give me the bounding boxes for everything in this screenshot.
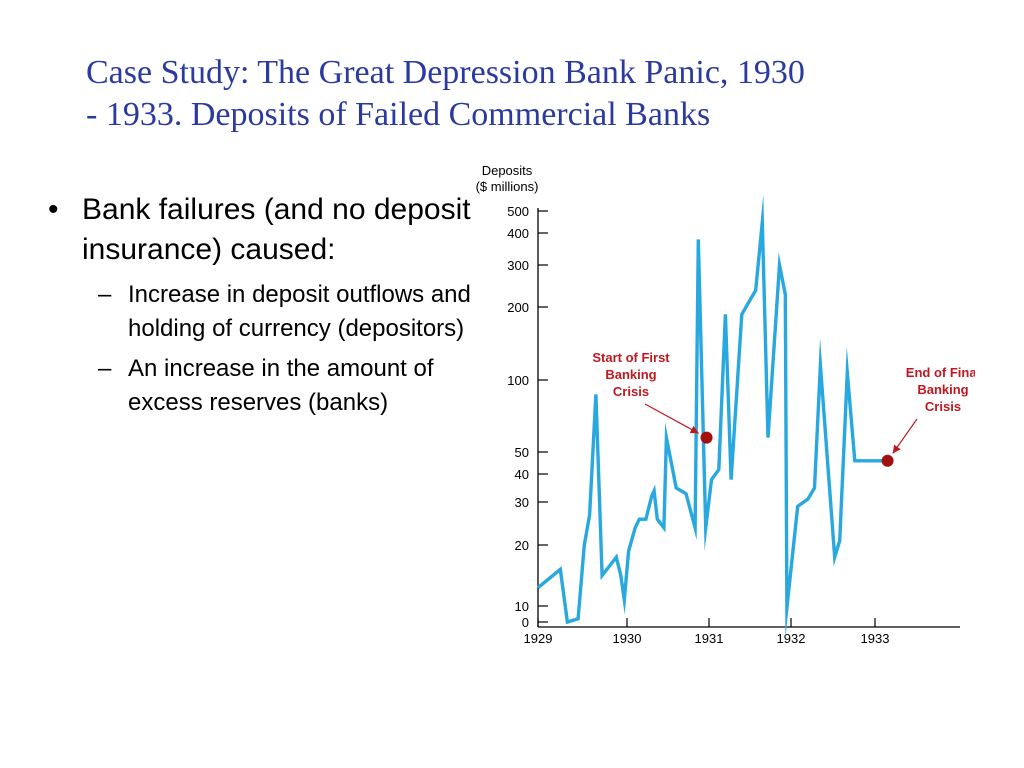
bullet-list: • Bank failures (and no deposit insuranc…	[42, 190, 472, 426]
annotation-arrowhead-2	[892, 444, 901, 454]
y-tick-label: 0	[522, 615, 529, 630]
bullet-dot: •	[48, 193, 59, 226]
annotation-label-1: Banking	[605, 367, 656, 382]
sub-bullet-dash: –	[98, 281, 112, 308]
x-tick-label: 1932	[777, 631, 806, 646]
x-tick-label: 1929	[524, 631, 553, 646]
y-tick-label: 500	[507, 204, 529, 219]
annotation-arrowhead-1	[689, 425, 699, 434]
y-tick-label: 20	[515, 538, 529, 553]
sub-bullet-list: – Increase in deposit outflows and holdi…	[82, 278, 472, 420]
annotation-label-2: Banking	[917, 382, 968, 397]
annotation-label-1: Crisis	[613, 384, 649, 399]
sub-bullet-item: – An increase in the amount of excess re…	[82, 352, 472, 420]
annotation-marker-2	[881, 454, 894, 467]
annotation-label-2: End of Final	[906, 365, 975, 380]
x-tick-label: 1930	[613, 631, 642, 646]
sub-bullet-item: – Increase in deposit outflows and holdi…	[82, 278, 472, 346]
y-tick-label: 100	[507, 373, 529, 388]
y-tick-label: 300	[507, 258, 529, 273]
annotation-label-2: Crisis	[925, 399, 961, 414]
slide-title-line-1: Case Study: The Great Depression Bank Pa…	[86, 54, 805, 91]
y-tick-label: 10	[515, 599, 529, 614]
y-axis-title-line-1: Deposits	[482, 163, 533, 178]
series-line	[536, 194, 888, 639]
y-tick-label: 40	[515, 467, 529, 482]
slide-title-line-2: - 1933. Deposits of Failed Commercial Ba…	[86, 96, 711, 133]
x-tick-label: 1931	[695, 631, 724, 646]
x-tick-label: 1933	[861, 631, 890, 646]
bullet-text: Bank failures (and no deposit insurance)…	[82, 193, 471, 266]
annotation-marker-1	[700, 431, 713, 444]
sub-bullet-text: An increase in the amount of excess rese…	[128, 355, 434, 416]
y-tick-label: 200	[507, 300, 529, 315]
y-tick-label: 50	[515, 445, 529, 460]
y-tick-label: 30	[515, 495, 529, 510]
y-axis-title-line-2: ($ millions)	[476, 179, 539, 194]
annotation-arrow-1	[644, 403, 699, 434]
deposits-chart: Deposits($ millions) 010 20 30 40 50 100 200 300…	[476, 163, 975, 646]
bullet-item: • Bank failures (and no deposit insuranc…	[42, 190, 472, 420]
annotation-label-1: Start of First	[592, 350, 670, 365]
sub-bullet-dash: –	[98, 355, 112, 382]
sub-bullet-text: Increase in deposit outflows and holding…	[128, 281, 471, 342]
y-tick-label: 400	[507, 226, 529, 241]
slide-title: Case Study: The Great Depression Bank Pa…	[86, 52, 986, 136]
